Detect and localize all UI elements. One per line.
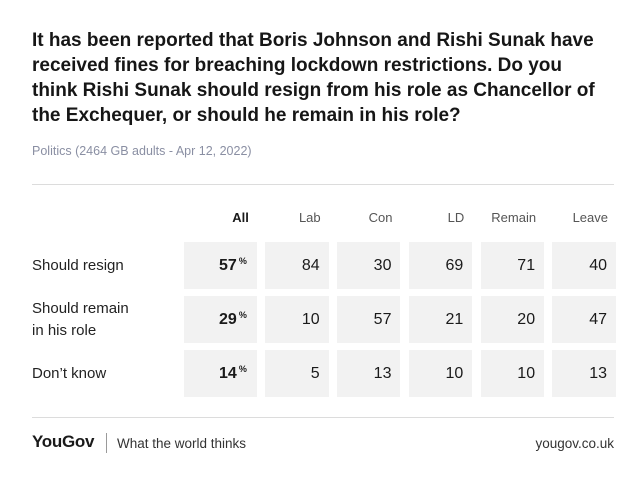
column-header-remain: Remain [491,210,537,225]
value-cell-ld: 21 [408,296,473,343]
row-label: Should resign [32,242,184,289]
row-label-line: in his role [32,321,97,339]
table-row: Don’t know 14% 5 13 10 10 13 [32,350,616,397]
cell-value: 14 [219,364,237,382]
cell-value: 57 [373,310,392,328]
footer-url-link[interactable]: yougov.co.uk [535,436,614,451]
bottom-divider [32,417,614,418]
value-cell-remain: 20 [480,296,545,343]
column-header-con: Con [368,210,393,225]
column-header-ld: LD [447,210,465,225]
chart-title: It has been reported that Boris Johnson … [32,30,595,126]
row-label: Should remain in his role [32,296,184,343]
row-label: Don’t know [32,350,184,397]
cell-value: 10 [517,364,536,382]
cell-value: 29 [219,310,237,328]
value-cell-all: 57% [183,242,257,289]
footer-separator [106,433,107,453]
cell-value: 69 [445,256,464,274]
value-cell-ld: 10 [408,350,473,397]
percent-sign: % [238,309,247,320]
yougov-logo: YouGov [32,432,95,451]
row-label-line: Should resign [32,256,124,274]
percent-sign: % [238,255,247,266]
value-cell-con: 13 [336,350,401,397]
value-cell-ld: 69 [408,242,473,289]
column-header-row: All Lab Con LD Remain Leave [32,201,616,242]
value-cell-all: 14% [183,350,257,397]
table-row: Should remain in his role 29% 10 57 21 20 47 [32,296,616,343]
row-label-line: Don’t know [32,364,107,382]
value-cell-remain: 10 [480,350,545,397]
column-header-all: All [232,210,249,225]
percent-sign: % [238,363,247,374]
results-table: All Lab Con LD Remain Leave Should resig… [32,201,616,397]
chart-subtitle: Politics (2464 GB adults - Apr 12, 2022) [32,144,252,158]
cell-value: 20 [517,310,536,328]
cell-value: 21 [445,310,464,328]
table-row: Should resign 57% 84 30 69 71 40 [32,242,616,289]
value-cell-lab: 5 [265,350,329,397]
cell-value: 40 [589,256,607,274]
table-body: Should resign 57% 84 30 69 71 40 Should remain i… [32,242,616,397]
top-divider [32,184,614,185]
value-cell-con: 30 [336,242,401,289]
value-cell-lab: 84 [265,242,329,289]
cell-value: 30 [373,256,392,274]
cell-value: 47 [589,310,607,328]
cell-value: 13 [373,364,392,382]
value-cell-remain: 71 [480,242,545,289]
column-header-leave: Leave [572,210,608,225]
value-cell-all: 29% [183,296,257,343]
cell-value: 13 [589,364,607,382]
cell-value: 5 [310,364,320,382]
value-cell-con: 57 [336,296,401,343]
cell-value: 10 [445,364,464,382]
cell-value: 57 [219,256,237,274]
row-label-header [32,201,184,242]
cell-value: 84 [301,256,320,274]
cell-value: 71 [517,256,536,274]
value-cell-leave: 47 [552,296,616,343]
column-header-lab: Lab [298,210,321,225]
row-label-line: Should remain [32,299,129,317]
value-cell-lab: 10 [265,296,329,343]
cell-value: 10 [301,310,320,328]
footer-tagline: What the world thinks [117,436,247,451]
value-cell-leave: 13 [552,350,616,397]
value-cell-leave: 40 [552,242,616,289]
